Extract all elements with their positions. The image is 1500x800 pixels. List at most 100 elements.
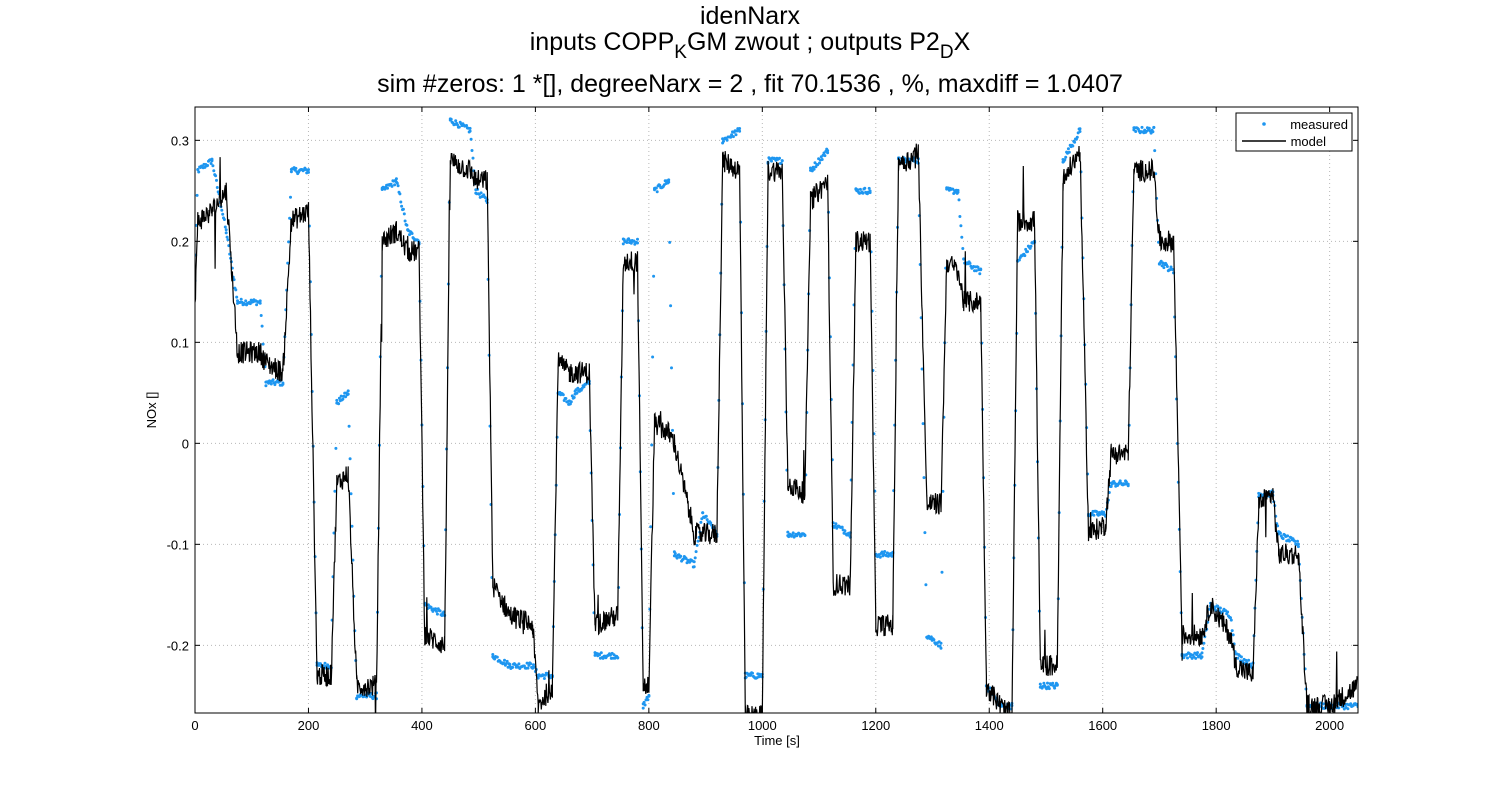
measured-point xyxy=(957,198,961,202)
measured-point xyxy=(469,137,473,141)
measured-point xyxy=(1126,484,1130,488)
measured-point xyxy=(861,191,865,195)
measured-point xyxy=(1218,606,1222,610)
measured-point xyxy=(643,703,647,707)
measured-point xyxy=(1296,545,1300,549)
measured-point xyxy=(922,476,926,480)
measured-point xyxy=(405,223,409,227)
measured-point xyxy=(294,166,298,170)
y-tick-label: 0.3 xyxy=(171,133,189,148)
measured-point xyxy=(468,129,472,133)
measured-point xyxy=(650,443,654,447)
y-axis-label: NOx [] xyxy=(144,392,159,429)
measured-point xyxy=(1026,250,1029,254)
x-tick-label: 400 xyxy=(411,718,433,733)
measured-point xyxy=(288,216,292,220)
measured-point xyxy=(636,237,639,241)
measured-point xyxy=(569,400,573,404)
measured-point xyxy=(339,394,343,398)
measured-point xyxy=(393,183,397,187)
measured-point xyxy=(1194,656,1198,660)
measured-point xyxy=(503,658,506,662)
measured-point xyxy=(1046,681,1049,685)
measured-point xyxy=(1153,149,1157,153)
measured-point xyxy=(1023,254,1027,258)
measured-point xyxy=(335,398,339,402)
measured-point xyxy=(654,186,658,190)
subtitle-sub2: D xyxy=(939,42,954,63)
measured-point xyxy=(561,393,565,397)
measured-point xyxy=(1038,682,1042,686)
measured-point xyxy=(692,565,696,569)
measured-point xyxy=(699,520,703,524)
measured-point xyxy=(1118,479,1122,483)
measured-point xyxy=(454,119,458,123)
measured-point xyxy=(1198,653,1202,657)
measured-point xyxy=(1171,268,1175,271)
measured-point xyxy=(1202,641,1206,645)
measured-point xyxy=(440,614,444,617)
measured-point xyxy=(212,169,216,173)
measured-point xyxy=(525,661,529,665)
measured-point xyxy=(1095,510,1099,514)
measured-point xyxy=(646,698,650,702)
measured-point xyxy=(722,139,725,143)
measured-point xyxy=(1102,510,1106,514)
y-tick-label: -0.2 xyxy=(167,638,189,653)
measured-point xyxy=(222,218,226,221)
measured-point xyxy=(333,489,337,493)
measured-point xyxy=(258,301,262,305)
measured-point xyxy=(738,129,742,133)
y-tick-label: 0 xyxy=(182,436,189,451)
measured-point xyxy=(532,663,535,667)
measured-point xyxy=(962,257,966,261)
measured-point xyxy=(396,184,400,188)
subtitle-part3: X xyxy=(953,28,971,56)
measured-point xyxy=(399,200,403,204)
measured-point xyxy=(890,554,894,558)
measured-point xyxy=(939,641,943,645)
measured-point xyxy=(616,656,620,660)
measured-point xyxy=(286,261,290,265)
measured-point xyxy=(289,195,292,199)
measured-point xyxy=(818,161,821,165)
subtitle-sub1: K xyxy=(674,42,687,63)
measured-point xyxy=(960,235,964,239)
measured-point xyxy=(323,661,327,665)
measured-point xyxy=(738,127,742,130)
measured-point xyxy=(1053,686,1057,690)
measured-point xyxy=(695,543,699,547)
measured-point xyxy=(456,123,459,127)
measured-point xyxy=(526,666,530,670)
x-tick-label: 200 xyxy=(298,718,320,733)
measured-point xyxy=(1123,482,1127,486)
x-tick-label: 0 xyxy=(191,718,198,733)
measured-point xyxy=(434,607,438,611)
measured-point xyxy=(1063,158,1067,162)
measured-point xyxy=(224,231,228,235)
measured-point xyxy=(289,170,293,174)
measured-point xyxy=(1024,247,1028,251)
measured-point xyxy=(647,694,651,698)
measured-point xyxy=(1196,651,1199,655)
measured-point xyxy=(195,193,199,197)
measured-point xyxy=(679,554,683,558)
measured-point xyxy=(483,196,487,200)
measured-point xyxy=(271,378,275,382)
legend: measured model xyxy=(1235,112,1353,152)
measured-point xyxy=(883,550,887,553)
measured-point xyxy=(780,159,784,163)
measured-point xyxy=(258,299,262,303)
measured-point xyxy=(1066,147,1070,151)
measured-point xyxy=(621,242,625,246)
measured-point xyxy=(341,397,345,401)
x-tick-label: 1600 xyxy=(1088,718,1117,733)
x-tick-label: 1000 xyxy=(748,718,777,733)
plot-frame xyxy=(194,106,1359,714)
measured-point xyxy=(346,392,350,396)
measured-point xyxy=(1236,656,1240,660)
x-axis-label: Time [s] xyxy=(754,733,800,748)
measured-point xyxy=(979,267,983,271)
measured-point xyxy=(337,402,341,406)
measured-point xyxy=(598,653,601,657)
